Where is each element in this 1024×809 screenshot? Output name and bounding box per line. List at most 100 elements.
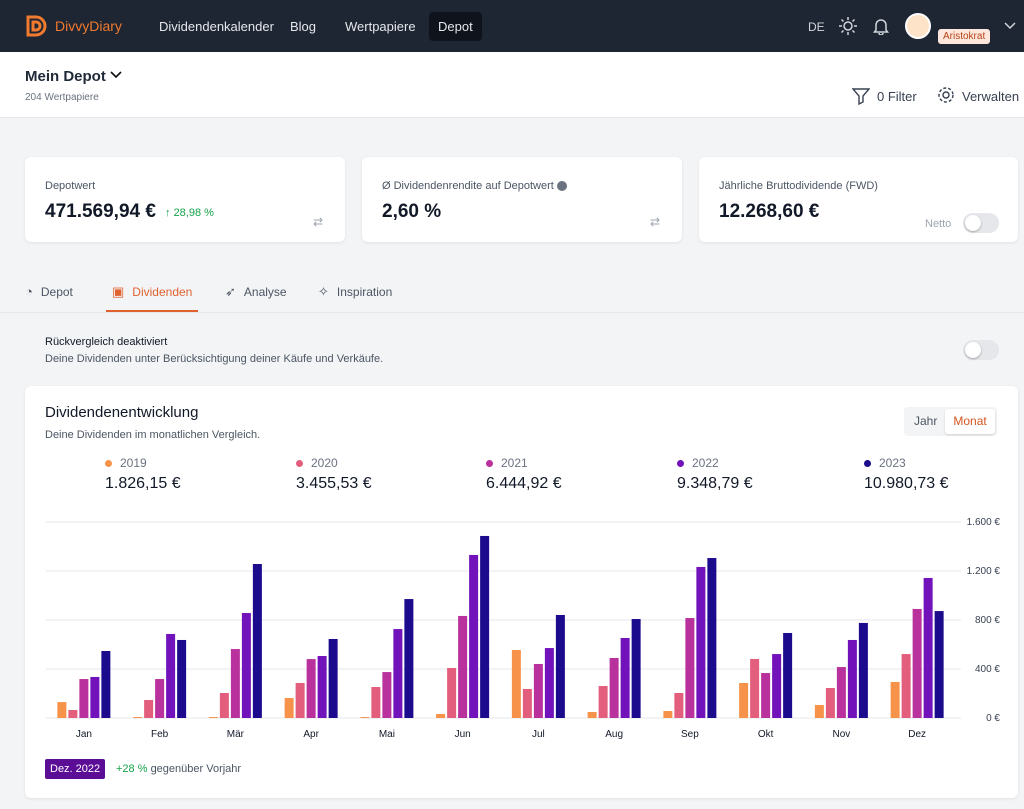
view-toggle: Jahr Monat [904, 407, 997, 436]
bell-icon[interactable] [872, 17, 890, 35]
swap-icon[interactable]: ⇄ [313, 215, 324, 229]
chevron[interactable] [1004, 21, 1016, 31]
legend-item[interactable]: 2023 10.980,73 € [864, 456, 949, 493]
tab-label: Analyse [243, 285, 287, 299]
bar [252, 564, 262, 718]
bar [57, 702, 67, 718]
legend-item[interactable]: 2022 9.348,79 € [677, 456, 753, 493]
bar [761, 673, 771, 718]
toggle-option[interactable]: Jahr [914, 414, 938, 428]
filter-button[interactable]: 0 Filter [877, 89, 917, 104]
chevron[interactable] [110, 70, 122, 80]
x-tick-label: Jan [76, 729, 92, 740]
netto-label: Netto [925, 218, 952, 230]
legend-item[interactable]: 2021 6.444,92 € [486, 456, 562, 493]
tab-icon: ✧ [318, 284, 329, 299]
tab-label: Dividenden [132, 285, 193, 299]
period-compare: +28 % gegenüber Vorjahr [116, 763, 241, 775]
bar [480, 535, 490, 718]
compare-title: Rückvergleich deaktiviert [45, 336, 168, 348]
legend-name: 2019 [120, 456, 147, 470]
tab[interactable]: ✧ Inspiration [318, 284, 392, 300]
bar [177, 639, 187, 718]
change-value: 28,98 % [173, 207, 214, 219]
bar [620, 638, 630, 718]
x-tick-label: Mär [227, 729, 245, 740]
bar [772, 654, 782, 718]
toggle-option[interactable]: Monat [945, 409, 995, 434]
stat-label: Ø Dividendenrendite auf Depotwert [382, 180, 567, 192]
swap-icon[interactable]: ⇄ [650, 215, 661, 229]
tab-icon: ▣ [112, 284, 125, 299]
nav-link[interactable]: Dividendenkalender [159, 19, 274, 34]
legend-dot [105, 459, 112, 467]
tab[interactable]: ◔ Depot [25, 284, 73, 299]
y-tick-label: 400 € [975, 664, 1000, 675]
legend-dot [677, 459, 684, 467]
theme-icon[interactable] [839, 17, 857, 35]
bar [295, 682, 305, 718]
bar [68, 710, 78, 718]
settings-icon[interactable] [937, 86, 955, 104]
legend-name: 2021 [501, 456, 528, 470]
bar [328, 638, 338, 718]
badge: Aristokrat [938, 29, 991, 44]
legend-item[interactable]: 2020 3.455,53 € [296, 456, 372, 493]
bar [598, 686, 608, 718]
bar [707, 558, 717, 718]
legend-dot [486, 459, 493, 467]
bar [587, 711, 597, 718]
manage-button[interactable]: Verwalten [962, 89, 1020, 104]
bar [663, 711, 673, 718]
tab[interactable]: ➶ Analyse [225, 284, 287, 300]
x-tick-label: Sep [681, 729, 699, 740]
bar [631, 619, 641, 718]
bar [230, 649, 240, 718]
bar [458, 615, 468, 718]
bar [934, 611, 944, 718]
nav-link[interactable]: Depot [429, 12, 482, 41]
tab-label: Inspiration [336, 285, 393, 299]
chart-title: Dividendenentwicklung [45, 404, 199, 421]
chart: 0 € 400 € 800 € 1.200 € 1.600 € Jan Feb Mär Apr M… [46, 517, 1001, 740]
compare-text: Deine Dividenden unter Berücksichtigung … [45, 353, 384, 365]
tab-underline [106, 310, 198, 312]
legend-total: 6.444,92 € [486, 475, 562, 492]
language[interactable]: DE [808, 20, 825, 34]
bar [783, 632, 793, 718]
bar [685, 618, 695, 718]
x-tick-label: Nov [832, 729, 850, 740]
bar [890, 681, 900, 718]
stat-label: Depotwert [45, 180, 96, 192]
stat-label: Jährliche Bruttodividende (FWD) [719, 180, 878, 192]
legend-total: 9.348,79 € [677, 475, 753, 492]
bar [469, 554, 479, 718]
chart-card: Dividendenentwicklung Deine Dividenden i… [25, 386, 1018, 798]
chart-subtitle: Deine Dividenden im monatlichen Vergleic… [45, 429, 261, 441]
legend-item[interactable]: 2019 1.826,15 € [105, 456, 181, 493]
bar [241, 613, 251, 718]
stat-card: Jährliche Bruttodividende (FWD) 12.268,6… [699, 157, 1018, 242]
filter-icon[interactable] [852, 87, 870, 105]
tab[interactable]: ▣ Dividenden [112, 284, 192, 300]
top-nav: DivvyDiary DE Aristokrat Dividendenkalen… [0, 0, 1024, 52]
bar [155, 679, 165, 718]
x-tick-label: Aug [605, 729, 623, 740]
stat-card: Ø Dividendenrendite auf Depotwert 2,60 %… [362, 157, 682, 242]
netto-toggle[interactable] [963, 213, 999, 233]
legend-total: 10.980,73 € [864, 475, 949, 492]
stat-value: 2,60 % [382, 201, 442, 222]
nav-link[interactable]: Wertpapiere [345, 19, 416, 34]
bar [847, 639, 857, 718]
compare-toggle[interactable] [963, 340, 999, 360]
nav-link[interactable]: Blog [290, 19, 317, 34]
bar [101, 650, 111, 718]
avatar[interactable] [905, 13, 931, 39]
bar [382, 672, 392, 718]
y-tick-label: 1.200 € [967, 566, 1001, 577]
x-tick-label: Mai [379, 729, 395, 740]
bar [284, 698, 294, 718]
header: Mein Depot 204 Wertpapiere 0 Filter Verw… [0, 52, 1024, 118]
depot-title[interactable]: Mein Depot [25, 68, 106, 85]
